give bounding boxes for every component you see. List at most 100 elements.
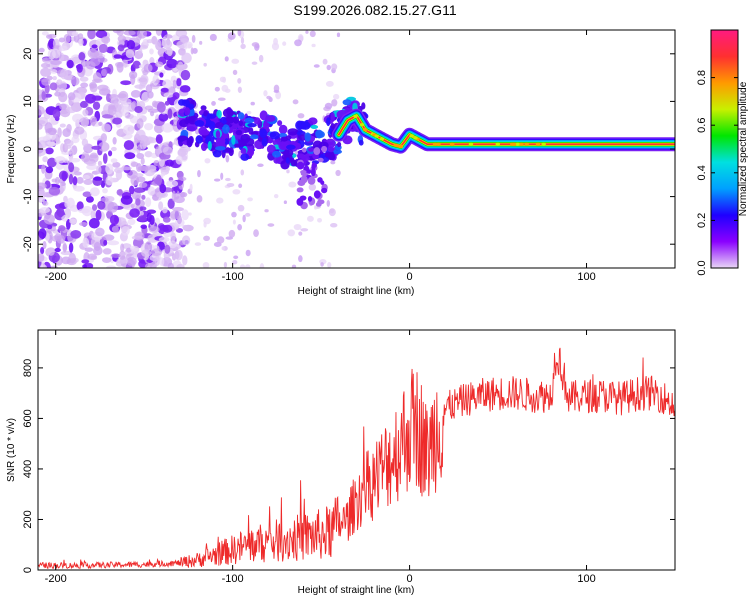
spectrogram-cell xyxy=(240,43,246,50)
spectrogram-cell xyxy=(66,123,72,133)
spectrogram-cell xyxy=(93,241,101,251)
spectrogram-cell xyxy=(38,182,47,190)
spectrogram-cell xyxy=(129,185,135,195)
spectrogram-cell xyxy=(89,83,98,93)
spectrogram-cell xyxy=(225,177,231,182)
spectrogram-cell xyxy=(333,93,340,100)
spectrogram-cell xyxy=(162,216,171,223)
spectrogram-cell xyxy=(245,249,251,257)
spectrogram-cell xyxy=(306,215,314,222)
spectrogram-x-tick-label: -100 xyxy=(222,271,244,283)
spectrogram-cell xyxy=(288,181,297,188)
snr-x-tick-label: 0 xyxy=(407,573,413,585)
spectrogram-cell xyxy=(145,84,153,94)
spectrogram-cell xyxy=(38,253,45,262)
spectrogram-cell xyxy=(300,175,308,184)
spectrogram-cell xyxy=(71,56,81,64)
colorbar: 0.0 0.2 0.4 0.6 0.8 Normalized spectral ampl… xyxy=(696,29,749,276)
snr-x-tick-label: 100 xyxy=(577,573,595,585)
spectrogram-cell xyxy=(244,212,251,217)
spectrogram-cell xyxy=(107,201,119,213)
spectrogram-cell xyxy=(136,118,144,129)
spectrogram-cell xyxy=(42,156,49,163)
spectrogram-cell xyxy=(292,99,299,105)
spectrogram-cell xyxy=(196,195,203,203)
snr-y-tick-label: 400 xyxy=(22,460,34,478)
spectrogram-cell xyxy=(138,182,148,188)
spectrogram-cell xyxy=(311,162,316,171)
spectrogram-cell xyxy=(79,100,88,109)
spectrogram-cell xyxy=(216,236,225,244)
spectrogram-cell xyxy=(136,176,146,183)
spectrogram-cell xyxy=(215,146,226,151)
spectrogram-cell xyxy=(42,57,52,63)
spectrogram-cell xyxy=(89,116,98,126)
spectrogram-cell xyxy=(63,33,71,44)
spectrogram-x-label: Height of straight line (km) xyxy=(298,286,415,297)
spectrogram-cell xyxy=(208,121,216,131)
spectrogram-cell xyxy=(89,152,99,163)
spectrogram-cell xyxy=(72,113,84,123)
spectrogram-hotspot xyxy=(362,128,368,132)
spectrogram-cell xyxy=(174,249,183,261)
spectrogram-cell xyxy=(141,249,152,258)
spectrogram-cell xyxy=(149,48,154,55)
spectrogram-cell xyxy=(139,206,147,211)
spectrogram-cell xyxy=(160,87,169,93)
spectrogram-cell xyxy=(222,76,227,83)
spectrogram-cell xyxy=(265,115,276,122)
spectrogram-cell xyxy=(300,121,311,130)
spectrogram-cell xyxy=(223,132,229,140)
spectrogram-cell xyxy=(220,172,224,180)
snr-line xyxy=(38,347,675,570)
spectrogram-cell xyxy=(82,264,88,268)
spectrogram-hotspot xyxy=(413,136,418,140)
spectrogram-cell xyxy=(199,40,203,45)
spectrogram-cell xyxy=(137,215,147,222)
spectrogram-cell xyxy=(89,187,100,197)
spectrogram-cell xyxy=(141,194,146,200)
spectrogram-cell xyxy=(72,176,78,186)
spectrogram-cell xyxy=(311,43,316,48)
spectrogram-cell xyxy=(336,32,341,38)
spectrogram-cell xyxy=(206,113,217,119)
spectrogram-cell xyxy=(140,224,148,230)
spectrogram-cell xyxy=(132,60,141,69)
spectrogram-cell xyxy=(117,44,125,52)
spectrogram-cell xyxy=(170,232,176,242)
spectrogram-cell xyxy=(209,33,217,42)
spectrogram-cell xyxy=(85,196,94,203)
spectrogram-cell xyxy=(145,136,154,143)
spectrogram-cell xyxy=(166,58,178,69)
spectrogram-cell xyxy=(147,186,156,196)
spectrogram-cell xyxy=(287,128,299,136)
snr-panel: -200 -100 0 100 0 200 400 600 800 Height of str… xyxy=(6,329,676,596)
spectrogram-cell xyxy=(121,106,130,117)
spectrogram-cell xyxy=(147,108,160,113)
spectrogram-cell xyxy=(253,229,259,237)
colorbar-tick-label: 0.8 xyxy=(696,70,708,85)
spectrogram-cell xyxy=(329,208,335,214)
spectrogram-cell xyxy=(231,58,240,64)
spectrogram-cell xyxy=(176,215,182,225)
spectrogram-cell xyxy=(177,61,184,71)
spectrogram-cell xyxy=(232,116,240,124)
spectrogram-cell xyxy=(82,191,92,198)
spectrogram-cell xyxy=(39,264,47,268)
spectrogram-cell xyxy=(189,183,193,192)
spectrogram-cell xyxy=(57,127,62,138)
spectrogram-cell xyxy=(40,246,45,255)
spectrogram-cell xyxy=(203,62,207,67)
spectrogram-cell xyxy=(136,111,143,119)
spectrogram-hotspot xyxy=(468,142,474,146)
spectrogram-cell xyxy=(96,165,102,175)
spectrogram-cell xyxy=(38,228,47,239)
spectrogram-cell xyxy=(308,117,318,125)
spectrogram-cell xyxy=(144,151,153,158)
spectrogram-cell xyxy=(78,208,90,214)
spectrogram-cell xyxy=(76,201,84,211)
snr-y-ticks: 0 200 400 600 800 xyxy=(22,359,675,573)
spectrogram-cell xyxy=(271,42,280,51)
spectrogram-cell xyxy=(214,86,220,92)
spectrogram-cell xyxy=(247,123,257,128)
